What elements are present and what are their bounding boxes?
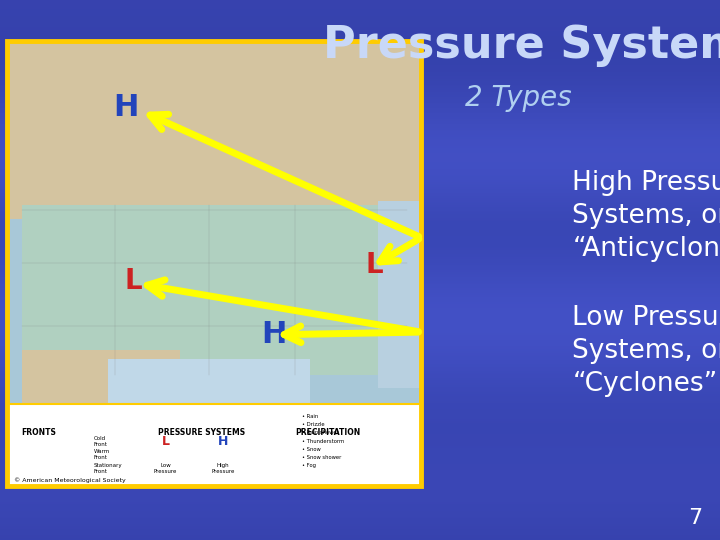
Text: H: H	[218, 435, 228, 448]
Text: Cold
Front: Cold Front	[94, 436, 107, 447]
Text: 2 Types: 2 Types	[465, 84, 572, 112]
Text: L: L	[366, 251, 383, 279]
Text: PRESSURE SYSTEMS: PRESSURE SYSTEMS	[158, 428, 246, 437]
Text: • Thunderstorm: • Thunderstorm	[302, 438, 345, 443]
Text: H: H	[261, 320, 287, 349]
Text: • Fog: • Fog	[302, 463, 316, 468]
Text: L: L	[125, 267, 142, 295]
FancyBboxPatch shape	[7, 40, 421, 219]
Text: H: H	[113, 93, 139, 123]
Text: © American Meteorological Society: © American Meteorological Society	[14, 478, 126, 483]
Bar	[7, 40, 421, 403]
Text: Pressure Systems: Pressure Systems	[323, 24, 720, 68]
Text: • Snow shower: • Snow shower	[302, 455, 342, 460]
Text: PRECIPITATION: PRECIPITATION	[295, 428, 361, 437]
Text: High Pressure
Systems, or
“Anticyclones”: High Pressure Systems, or “Anticyclones”	[572, 170, 720, 262]
FancyBboxPatch shape	[108, 359, 310, 403]
Text: 7: 7	[688, 508, 702, 528]
FancyBboxPatch shape	[378, 201, 421, 388]
Text: Low Pressure
Systems, or
“Cyclones”: Low Pressure Systems, or “Cyclones”	[572, 305, 720, 397]
Bar	[7, 40, 421, 486]
FancyBboxPatch shape	[22, 205, 407, 375]
Text: L: L	[161, 435, 170, 448]
Text: • Drizzle: • Drizzle	[302, 422, 325, 428]
Text: Warm
Front: Warm Front	[94, 449, 110, 460]
Text: FRONTS: FRONTS	[22, 428, 56, 437]
FancyBboxPatch shape	[22, 350, 180, 403]
Text: High
Pressure: High Pressure	[212, 463, 235, 474]
Text: • Rain shower: • Rain shower	[302, 430, 339, 435]
Text: Stationary
Front: Stationary Front	[94, 463, 122, 474]
Text: Low
Pressure: Low Pressure	[154, 463, 177, 474]
Text: • Rain: • Rain	[302, 414, 319, 420]
Bar	[7, 403, 421, 486]
Text: • Snow: • Snow	[302, 447, 321, 451]
